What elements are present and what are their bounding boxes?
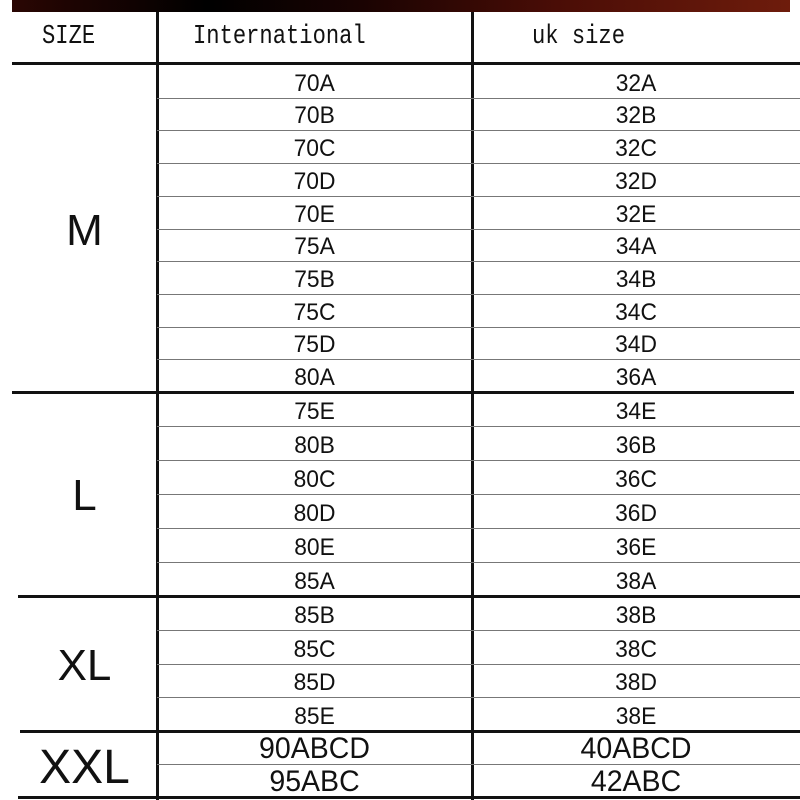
international-size-cell: 80C (293, 466, 336, 493)
uk-size-cell: 34D (615, 331, 657, 359)
uk-size-cell: 32C (615, 135, 657, 163)
international-size-cell: 75C (293, 298, 336, 326)
row-divider (157, 460, 800, 461)
column-divider (156, 12, 159, 800)
uk-size-cell: 36E (615, 534, 657, 561)
row-divider (157, 359, 800, 360)
group-divider (12, 391, 794, 394)
international-size-cell: 70D (293, 167, 336, 195)
row-divider (157, 426, 800, 427)
international-size-cell: 70A (294, 69, 335, 97)
uk-size-cell: 34A (615, 233, 657, 261)
uk-size-cell: 34C (615, 298, 657, 326)
uk-size-cell: 34B (615, 265, 657, 293)
row-divider (157, 294, 800, 295)
size-group-label: L (72, 471, 97, 520)
international-size-cell: 75D (293, 331, 336, 359)
uk-size-cell: 38E (615, 703, 657, 730)
international-size-cell: 75E (294, 398, 335, 425)
international-size-cell: 85E (294, 703, 335, 730)
international-size-cell: 85C (293, 635, 336, 663)
uk-size-cell: 38B (615, 601, 657, 629)
international-size-cell: 75A (294, 233, 335, 261)
row-divider (157, 630, 800, 631)
international-size-cell: 80A (294, 364, 335, 391)
uk-size-cell: 36C (615, 466, 657, 493)
uk-size-cell: 32E (615, 200, 657, 228)
uk-size-cell: 36A (615, 364, 657, 391)
international-size-cell: 80D (293, 500, 336, 527)
international-size-cell: 70C (293, 135, 336, 163)
row-divider (157, 664, 800, 665)
international-size-cell: 70E (294, 200, 335, 228)
uk-size-cell: 38C (615, 635, 657, 663)
row-divider (157, 163, 800, 164)
row-divider (157, 697, 800, 698)
uk-size-cell: 32A (615, 69, 657, 97)
international-size-cell: 75B (294, 265, 335, 293)
top-image-band (12, 0, 790, 12)
uk-size-cell: 34E (615, 398, 657, 425)
uk-size-cell: 32B (615, 102, 657, 130)
uk-size-cell: 36B (615, 432, 657, 459)
international-size-cell: 85D (293, 669, 336, 697)
uk-size-cell: 42ABC (590, 765, 682, 798)
row-divider (157, 327, 800, 328)
row-divider (157, 562, 800, 563)
size-group-label: M (66, 205, 103, 255)
uk-size-cell: 38D (615, 669, 657, 697)
group-divider (18, 796, 800, 799)
size-group-label: XL (57, 640, 112, 690)
header-divider (12, 62, 800, 65)
row-divider (157, 764, 800, 765)
row-divider (157, 494, 800, 495)
size-group-label: XXL (39, 741, 130, 794)
uk-size-cell: 40ABCD (580, 732, 692, 765)
column-divider (471, 12, 474, 800)
group-divider (18, 595, 800, 598)
international-size-cell: 85B (294, 601, 335, 629)
international-size-cell: 85A (294, 568, 335, 595)
row-divider (157, 196, 800, 197)
uk-size-cell: 38A (615, 568, 657, 595)
row-divider (157, 229, 800, 230)
international-size-cell: 80E (294, 534, 335, 561)
international-size-cell: 95ABC (269, 765, 360, 798)
row-divider (157, 130, 800, 131)
international-size-cell: 90ABCD (259, 732, 370, 765)
row-divider (157, 98, 800, 99)
header-international: International (193, 22, 366, 52)
header-uk-size: uk size (532, 22, 626, 52)
header-size: SIZE (42, 22, 96, 52)
group-divider (20, 730, 800, 733)
international-size-cell: 70B (294, 102, 335, 130)
uk-size-cell: 36D (615, 500, 657, 527)
international-size-cell: 80B (294, 432, 335, 459)
row-divider (157, 261, 800, 262)
row-divider (157, 528, 800, 529)
uk-size-cell: 32D (615, 167, 657, 195)
